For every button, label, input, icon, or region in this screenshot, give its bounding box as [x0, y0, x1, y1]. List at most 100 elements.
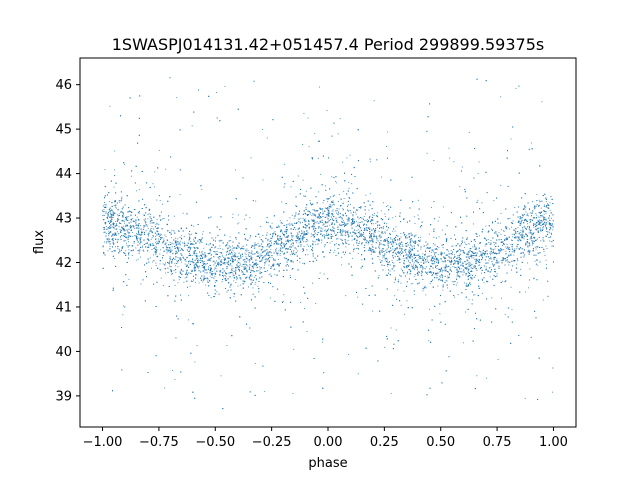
data-point [313, 230, 315, 232]
data-point [300, 246, 302, 248]
data-point [228, 281, 230, 283]
data-point [242, 255, 244, 257]
data-point [502, 280, 504, 282]
data-point [442, 206, 444, 208]
data-point [342, 220, 344, 222]
data-point [413, 294, 415, 296]
data-point [386, 238, 388, 240]
data-point [415, 234, 417, 236]
data-point [524, 206, 526, 208]
data-point [461, 166, 463, 168]
data-point [270, 248, 272, 250]
data-point [261, 251, 263, 253]
data-point [281, 240, 283, 242]
data-point [271, 236, 273, 238]
data-point [373, 100, 375, 102]
data-point [461, 263, 463, 265]
data-point [140, 234, 142, 236]
data-point [440, 267, 442, 269]
data-point [135, 235, 137, 237]
data-point [456, 282, 458, 284]
data-point [341, 256, 343, 258]
data-point [450, 263, 452, 265]
data-point [506, 226, 508, 228]
data-point [516, 248, 518, 250]
data-point [470, 248, 472, 250]
data-point [433, 262, 435, 264]
data-point [182, 212, 184, 214]
data-point [162, 285, 164, 287]
data-point [155, 265, 157, 267]
data-point [363, 215, 365, 217]
data-point [214, 275, 216, 277]
data-point [414, 241, 416, 243]
data-point [156, 240, 158, 242]
data-point [451, 271, 453, 272]
data-point [529, 225, 531, 227]
data-point [113, 222, 115, 224]
data-point [329, 203, 331, 205]
data-point [347, 236, 349, 238]
data-point [244, 266, 246, 268]
data-point [312, 282, 314, 284]
data-point [545, 259, 547, 261]
data-point [116, 214, 118, 216]
data-point [300, 217, 302, 219]
data-point [264, 391, 266, 393]
data-point [384, 259, 386, 261]
data-point [223, 256, 225, 258]
data-point [318, 227, 320, 229]
data-point [138, 189, 140, 191]
data-point [370, 250, 372, 252]
data-point [201, 242, 203, 244]
data-point [464, 311, 466, 313]
data-point [473, 294, 475, 296]
data-point [215, 237, 217, 239]
data-point [433, 160, 435, 162]
data-point [503, 249, 505, 251]
data-point [247, 250, 249, 252]
data-point [163, 218, 165, 220]
data-point [221, 281, 223, 283]
data-point [260, 253, 262, 255]
data-point [449, 157, 451, 159]
data-point [535, 213, 537, 215]
data-point [255, 279, 257, 281]
data-point [539, 222, 541, 224]
data-point [402, 245, 404, 247]
data-point [194, 361, 196, 363]
data-point [528, 249, 530, 251]
data-point [364, 236, 366, 238]
data-point [320, 227, 322, 229]
data-point [282, 222, 284, 224]
data-point [344, 230, 346, 232]
data-point [326, 233, 328, 235]
data-point [490, 254, 492, 256]
data-point [294, 278, 296, 280]
data-point [250, 157, 252, 159]
data-point [232, 245, 234, 247]
data-point [406, 235, 408, 237]
data-point [389, 252, 391, 254]
data-point [305, 213, 307, 215]
data-point [394, 265, 396, 267]
data-point [315, 303, 317, 305]
data-point [395, 248, 397, 250]
data-point [205, 269, 207, 271]
data-point [191, 254, 193, 256]
data-point [441, 280, 443, 282]
data-point [519, 223, 521, 225]
data-point [306, 249, 308, 251]
data-point [264, 264, 266, 266]
data-point [512, 236, 514, 238]
data-point [390, 237, 392, 239]
data-point [117, 215, 119, 217]
data-point [328, 207, 330, 209]
data-point [327, 201, 329, 203]
data-point [488, 242, 490, 244]
data-point [145, 222, 147, 224]
data-point [202, 231, 204, 233]
data-point [307, 254, 309, 256]
data-point [135, 224, 137, 226]
data-point [155, 250, 157, 252]
